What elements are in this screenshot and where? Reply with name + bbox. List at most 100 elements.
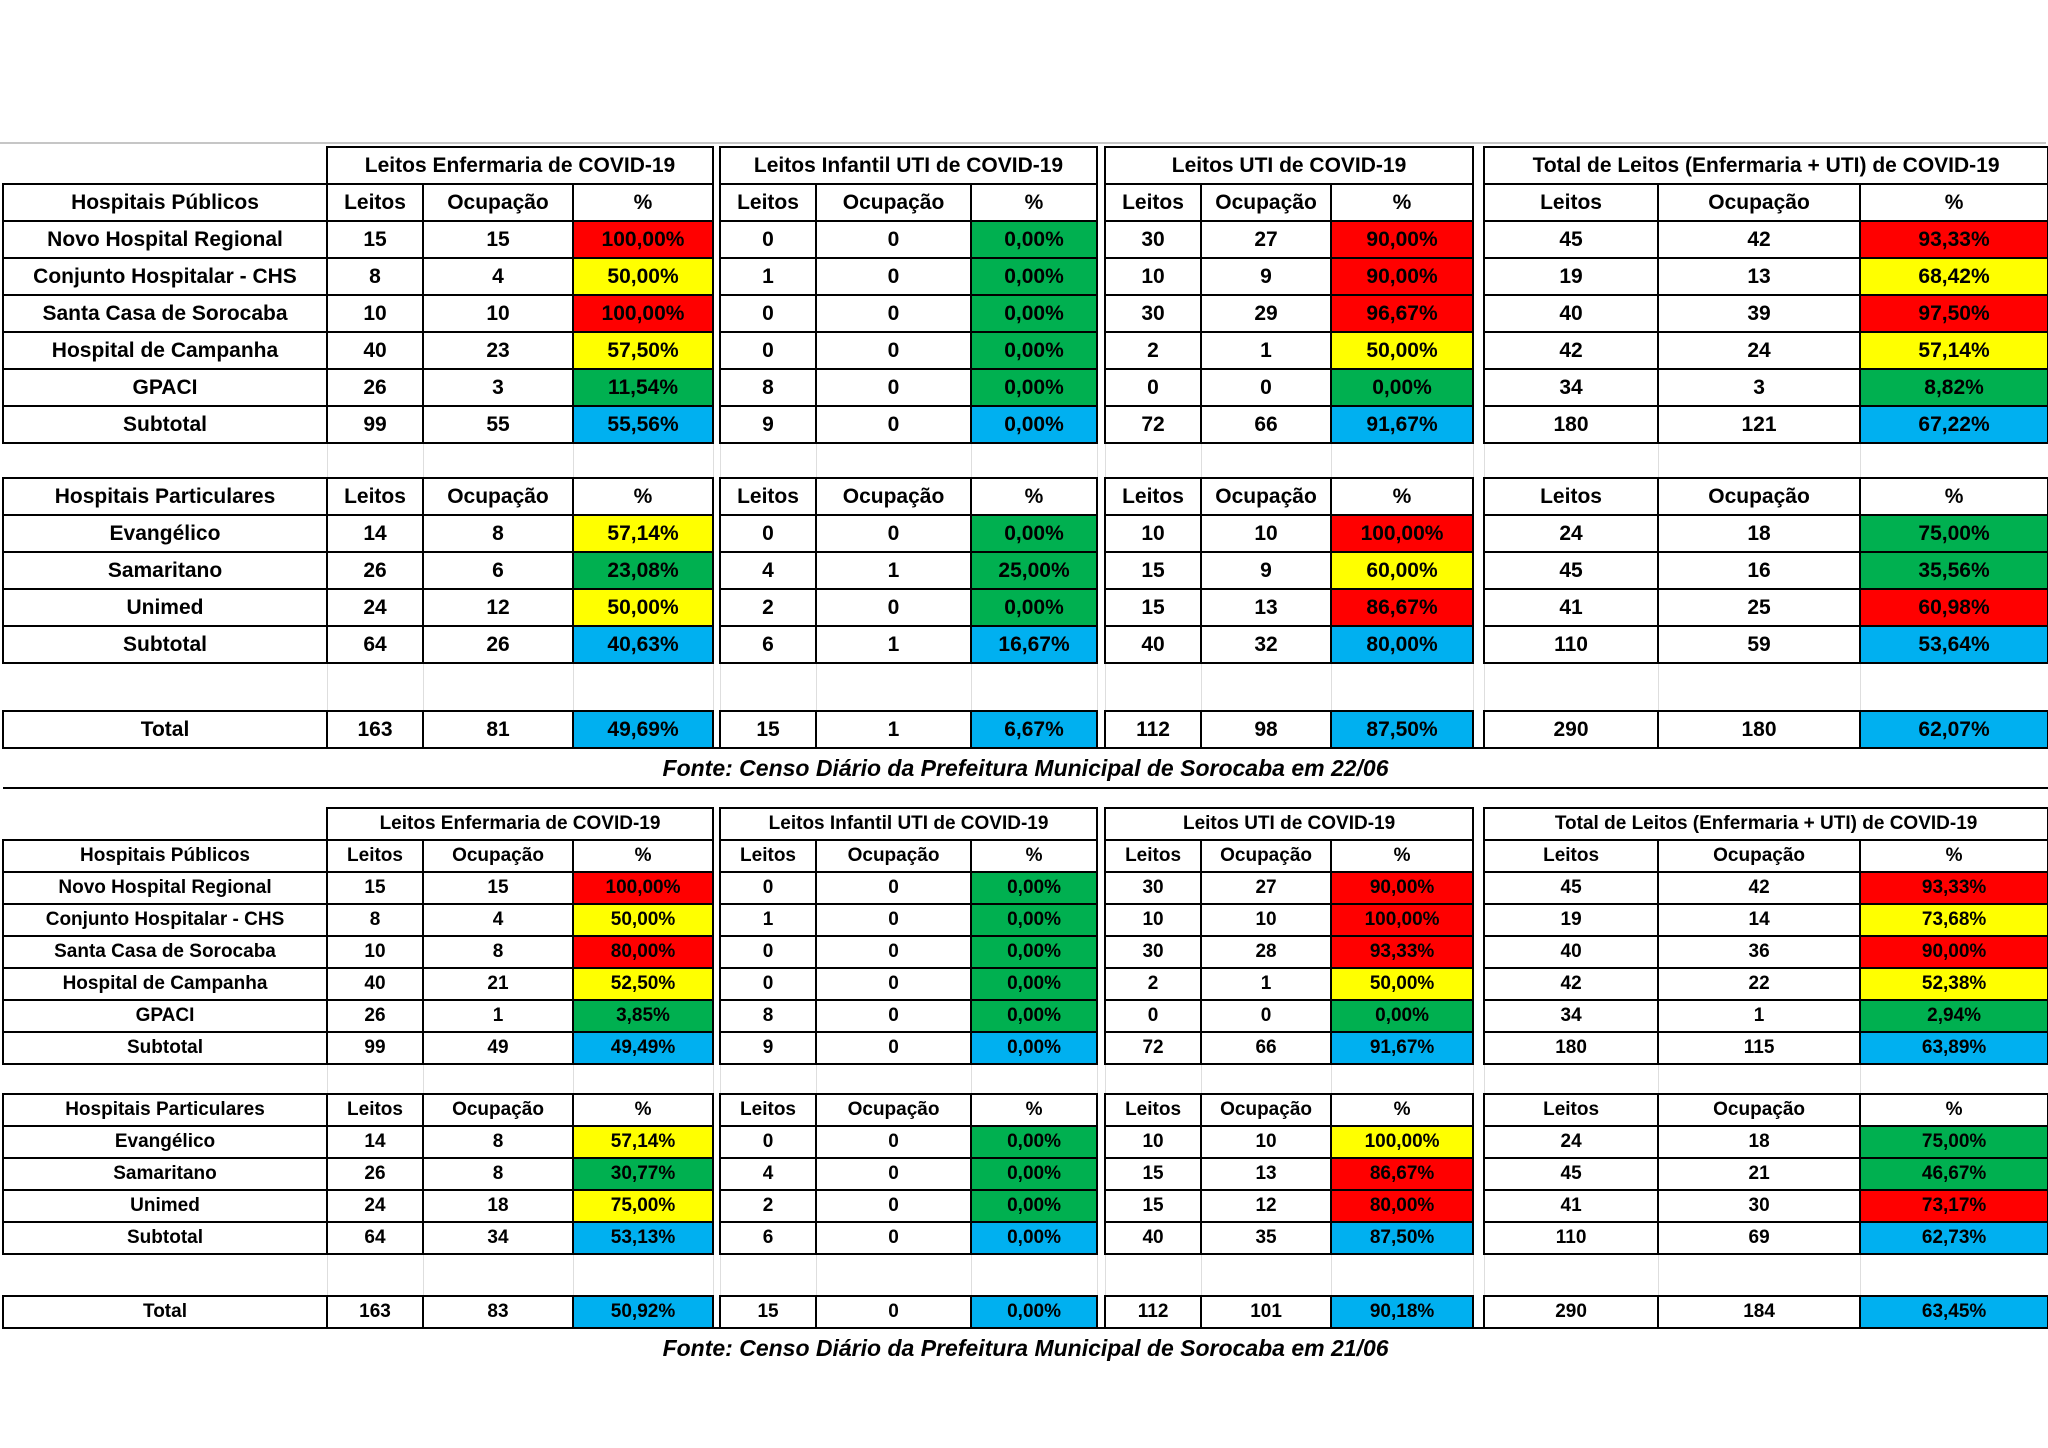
column-header: Leitos [719,1093,818,1127]
hospital-name-row: Novo Hospital Regional 15 15 100,00% 0 0 0,00%… [2,871,2048,905]
leitos-cell: 99 [326,405,424,444]
leitos-cell: 163 [326,710,424,749]
spacer-cell [816,443,972,478]
ocupacao-cell: 36 [1657,935,1862,969]
leitos-cell: 42 [1483,967,1660,1001]
column-gap [1097,147,1106,184]
ocupacao-cell: 15 [422,220,574,259]
ocupacao-cell: 3 [422,368,574,407]
spacer-cell [816,663,972,711]
column-gap [1097,1000,1106,1032]
hospital-name-label: Santa Casa de Sorocaba [2,294,328,333]
spacer-cell [1484,663,1659,711]
spacer-cell [713,1254,721,1296]
spacer-cell [423,443,574,478]
percent-cell: 52,38% [1859,967,2048,1001]
spacer-cell [971,1254,1098,1296]
spacer-cell [327,663,424,711]
percent-cell: 50,00% [571,588,715,627]
leitos-cell: 30 [1104,935,1203,969]
hospital-name-label: Unimed [2,588,328,627]
percent-cell: 62,07% [1859,710,2048,749]
hospital-name-label: Hospital de Campanha [2,967,328,1001]
percent-cell: 100,00% [571,294,715,333]
percent-cell: 35,56% [1859,551,2048,590]
percent-cell: 0,00% [970,294,1099,333]
percent-cell: 90,18% [1330,1295,1475,1329]
leitos-cell: 45 [1483,871,1660,905]
ocupacao-cell: 1 [815,551,973,590]
column-gap [1473,258,1485,295]
column-header: Ocupação [1657,1093,1862,1127]
ocupacao-cell: 1 [1657,999,1862,1033]
leitos-cell: 41 [1483,1189,1660,1223]
leitos-cell: 24 [326,1189,424,1223]
column-gap [1473,1000,1485,1032]
percent-cell: 0,00% [970,1157,1099,1191]
percent-cell: 62,73% [1859,1221,2048,1255]
ocupacao-cell: 26 [422,625,574,664]
ocupacao-cell: 0 [815,967,973,1001]
leitos-cell: 40 [1483,935,1660,969]
leitos-cell: 4 [719,551,818,590]
leitos-cell: 0 [719,935,818,969]
hospital-name-label: Conjunto Hospitalar - CHS [2,903,328,937]
percent-cell: 87,50% [1330,710,1475,749]
column-gap [1473,808,1485,840]
subtotal-row: Subtotal 99 55 55,56% 9 0 0,00% 72 66 91,67% 180 12… [2,405,2048,444]
leitos-cell: 0 [719,331,818,370]
group-header: Leitos Infantil UTI de COVID-19 [719,807,1099,841]
ocupacao-cell: 13 [1200,588,1333,627]
ocupacao-cell: 10 [1200,903,1333,937]
ocupacao-cell: 12 [1200,1189,1333,1223]
column-gap [713,1126,721,1158]
column-header: % [1859,1093,2048,1127]
column-gap [713,936,721,968]
column-gap [713,295,721,332]
spacer-cell [573,443,714,478]
percent-cell: 50,00% [571,903,715,937]
leitos-cell: 19 [1483,903,1660,937]
percent-cell: 75,00% [571,1189,715,1223]
column-header: Leitos [326,183,424,222]
total-label: Total [2,710,328,749]
ocupacao-cell: 0 [815,1189,973,1223]
spacer-cell [1860,1064,2048,1094]
leitos-cell: 0 [719,514,818,553]
percent-cell: 86,67% [1330,588,1475,627]
spacer-cell [3,1064,328,1094]
hospital-name-row: Santa Casa de Sorocaba 10 10 100,00% 0 0 0,00%… [2,294,2048,333]
ocupacao-cell: 98 [1200,710,1333,749]
leitos-cell: 8 [719,368,818,407]
percent-cell: 57,50% [571,331,715,370]
column-header: Ocupação [1657,477,1862,516]
spacer-cell [1473,1064,1485,1094]
leitos-cell: 26 [326,999,424,1033]
column-gap [1473,1032,1485,1064]
leitos-cell: 0 [1104,368,1203,407]
column-header: Ocupação [1200,183,1333,222]
leitos-cell: 10 [326,935,424,969]
hospital-name-label: Samaritano [2,1157,328,1191]
column-gap [713,1094,721,1126]
ocupacao-cell: 0 [815,220,973,259]
leitos-cell: 2 [1104,967,1203,1001]
leitos-cell: 64 [326,625,424,664]
hospital-name-row: Unimed 24 12 50,00% 2 0 0,00% 15 13 86,67% 41 25 60,… [2,588,2048,627]
section-header: Hospitais Públicos [2,183,328,222]
total-row: Total 163 83 50,92% 15 0 0,00% 112 101 90,18% 290 1… [2,1295,2048,1329]
column-header: % [571,183,715,222]
hospital-name-label: GPACI [2,999,328,1033]
column-gap [713,711,721,748]
spacer-cell [1201,1064,1332,1094]
column-header: Ocupação [422,1093,574,1127]
hospital-name-label: Conjunto Hospitalar - CHS [2,257,328,296]
percent-cell: 73,17% [1859,1189,2048,1223]
percent-cell: 57,14% [571,514,715,553]
group-header: Leitos Enfermaria de COVID-19 [325,807,715,841]
spacer-cell [1473,1254,1485,1296]
ocupacao-cell: 25 [1657,588,1862,627]
column-header: Ocupação [815,1093,973,1127]
ocupacao-cell: 10 [1200,1125,1333,1159]
subtotal-label: Subtotal [2,405,328,444]
